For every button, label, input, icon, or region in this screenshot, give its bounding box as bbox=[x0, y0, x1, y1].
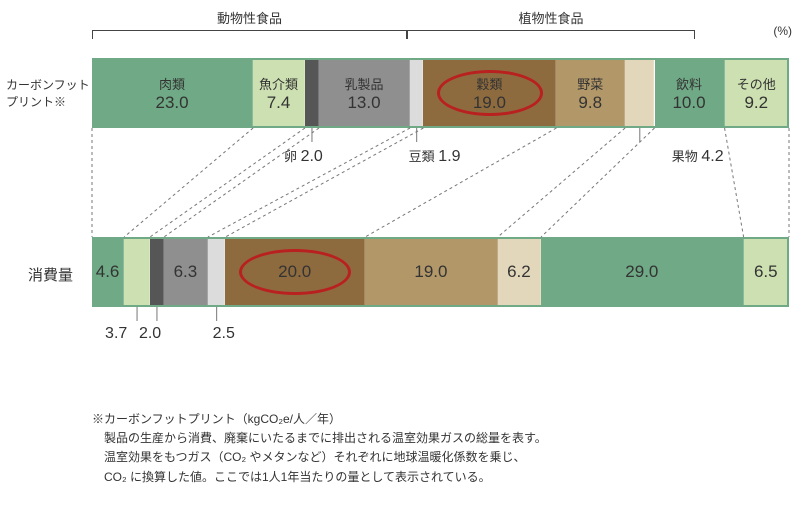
axis-label-1: カーボンフット プリント※ bbox=[6, 76, 90, 110]
segment bbox=[208, 237, 225, 307]
segment-value: 29.0 bbox=[625, 262, 658, 282]
segment: 乳製品13.0 bbox=[319, 58, 410, 128]
segment: 6.2 bbox=[498, 237, 541, 307]
segment-value: 19.0 bbox=[414, 262, 447, 282]
segment-value: 9.2 bbox=[744, 93, 768, 113]
segment-value: 20.0 bbox=[278, 262, 311, 282]
footnote-line: CO₂ に換算した値。ここでは1人1年当たりの量として表示されている。 bbox=[92, 468, 547, 487]
chart-container: (%) 動物性食品 植物性食品 カーボンフット プリント※ 肉類23.0魚介類7… bbox=[0, 0, 800, 527]
footnote-line: 温室効果をもつガス（CO₂ やメタンなど）それぞれに地球温暖化係数を乗じ、 bbox=[92, 448, 547, 467]
segment: 6.5 bbox=[744, 237, 789, 307]
segment: 6.3 bbox=[164, 237, 208, 307]
segment: 野菜9.8 bbox=[556, 58, 625, 128]
segment-value: 6.2 bbox=[507, 262, 531, 282]
segment: 肉類23.0 bbox=[92, 58, 253, 128]
footnote-line: ※カーボンフットプリント（kgCO₂e/人／年） bbox=[92, 410, 547, 429]
segment-value: 10.0 bbox=[672, 93, 705, 113]
axis-label-2: 消費量 bbox=[28, 264, 73, 285]
external-label: 果物 4.2 bbox=[672, 146, 724, 166]
segment-value: 4.6 bbox=[96, 262, 120, 282]
segment: その他9.2 bbox=[725, 58, 789, 128]
external-label: 2.0 bbox=[139, 325, 161, 343]
segment-label: 穀類 bbox=[476, 74, 502, 93]
external-label: 3.7 bbox=[105, 325, 127, 343]
segment: 魚介類7.4 bbox=[253, 58, 305, 128]
external-label: 豆類 1.9 bbox=[409, 146, 461, 166]
segment-label: 乳製品 bbox=[344, 74, 383, 93]
segment: 20.0 bbox=[225, 237, 365, 307]
segment-label: 肉類 bbox=[159, 74, 185, 93]
segment-value: 23.0 bbox=[156, 93, 189, 113]
unit-label: (%) bbox=[773, 24, 792, 38]
segment: 19.0 bbox=[365, 237, 498, 307]
segment-label: 飲料 bbox=[676, 74, 702, 93]
segment-value: 13.0 bbox=[347, 93, 380, 113]
external-label: 2.5 bbox=[213, 325, 235, 343]
segment bbox=[625, 58, 654, 128]
segment-label: 魚介類 bbox=[259, 74, 298, 93]
segment-value: 7.4 bbox=[267, 93, 291, 113]
segment: 29.0 bbox=[541, 237, 744, 307]
segment bbox=[410, 58, 423, 128]
segment-label: その他 bbox=[737, 74, 776, 93]
segment bbox=[150, 237, 164, 307]
segment-value: 6.5 bbox=[754, 262, 778, 282]
segment bbox=[305, 58, 319, 128]
segment: 4.6 bbox=[92, 237, 124, 307]
bracket-plant-label: 植物性食品 bbox=[407, 8, 695, 27]
segment: 穀類19.0 bbox=[423, 58, 556, 128]
external-label: 卵 2.0 bbox=[284, 146, 323, 166]
bracket-animal-label: 動物性食品 bbox=[92, 8, 407, 27]
segment-value: 9.8 bbox=[578, 93, 602, 113]
footnote: ※カーボンフットプリント（kgCO₂e/人／年） 製品の生産から消費、廃棄にいた… bbox=[92, 410, 547, 487]
bracket-plant bbox=[407, 30, 695, 38]
segment-label: 野菜 bbox=[577, 74, 603, 93]
segment bbox=[124, 237, 150, 307]
bracket-animal bbox=[92, 30, 407, 38]
footnote-line: 製品の生産から消費、廃棄にいたるまでに排出される温室効果ガスの総量を表す。 bbox=[92, 429, 547, 448]
segment: 飲料10.0 bbox=[655, 58, 725, 128]
segment-value: 6.3 bbox=[174, 262, 198, 282]
segment-value: 19.0 bbox=[473, 93, 506, 113]
